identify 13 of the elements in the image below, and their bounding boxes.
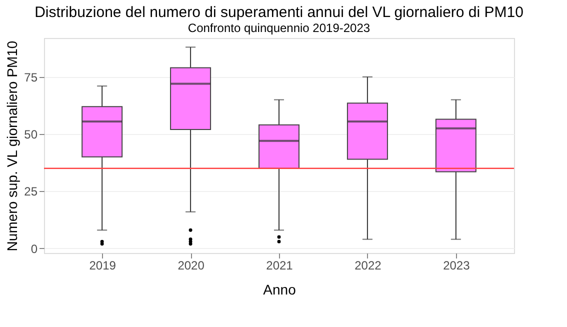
x-tick-label: 2022 (354, 258, 382, 272)
x-axis-title: Anno (263, 282, 296, 298)
chart-subtitle: Confronto quinquennio 2019-2023 (188, 21, 370, 35)
x-tick-label: 2019 (89, 258, 116, 272)
y-tick-label: 25 (24, 184, 38, 199)
y-tick-label: 0 (30, 242, 38, 256)
chart-title: Distribuzione del numero di superamenti annui del VL giornaliero di PM10 (34, 4, 524, 21)
x-tick-label: 2021 (266, 258, 294, 272)
y-tick-label: 75 (24, 70, 38, 84)
y-tick-label: 50 (24, 128, 38, 142)
x-tick-label: 2020 (178, 258, 205, 272)
x-tick-label: 2023 (443, 258, 470, 272)
y-axis-title: Numero sup. VL giornaliero PM10 (4, 40, 20, 252)
